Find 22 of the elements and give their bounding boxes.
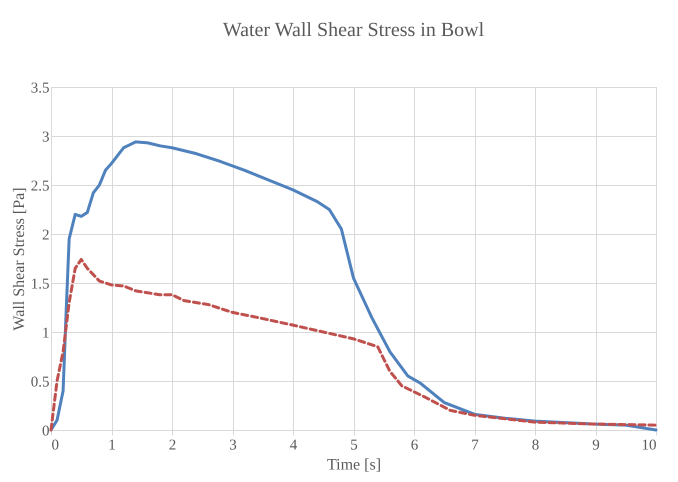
y-tick-label: 2 (42, 228, 50, 244)
y-tick-label: 2.5 (30, 178, 50, 194)
x-tick-label: 3 (229, 438, 237, 454)
x-tick-label: 9 (592, 438, 600, 454)
x-tick-label: 2 (168, 438, 176, 454)
line-series (50, 258, 658, 432)
y-tick-label: 1.5 (30, 276, 50, 292)
x-tick-label: 5 (350, 438, 358, 454)
chart-title: Water Wall Shear Stress in Bowl (222, 19, 485, 41)
y-tick-label: 3 (42, 130, 50, 146)
x-tick-label: 10 (642, 438, 656, 454)
y-tick-label: 3.5 (30, 80, 50, 96)
y-axis-title: Wall Shear Stress [Pa] (10, 187, 28, 331)
x-tick-label: 1 (108, 438, 116, 454)
x-tick-label: 4 (290, 438, 298, 454)
x-tick-label: 7 (471, 438, 480, 454)
y-tick-label: 1 (42, 326, 50, 342)
x-tick-label: 8 (532, 438, 540, 454)
x-axis-title: Time [s] (326, 456, 382, 474)
y-tick-label: 0 (42, 424, 50, 440)
x-tick-label: 6 (410, 438, 419, 454)
y-tick-label: 0.5 (30, 374, 50, 390)
